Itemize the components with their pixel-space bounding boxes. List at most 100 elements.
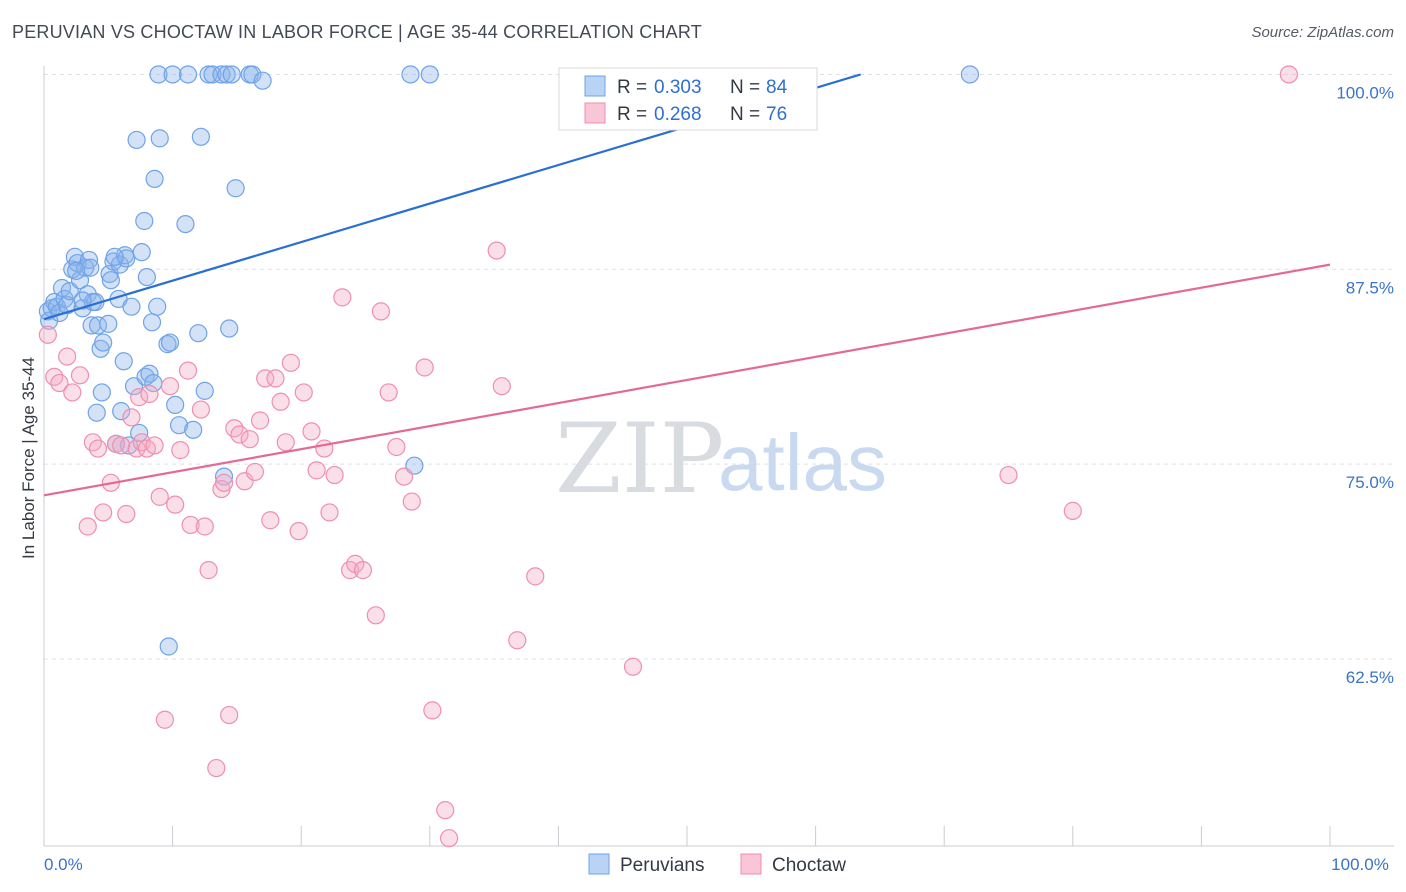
bottom-legend-swatch-choctaw: [740, 853, 762, 875]
source-label: Source: ZipAtlas.com: [1251, 24, 1394, 41]
choctaw-point-59: [371, 302, 391, 321]
peruvians-point-39: [122, 297, 141, 316]
choctaw-point-31: [207, 758, 226, 778]
bottom-legend-label-choctaw: Choctaw: [772, 855, 846, 876]
peruvians-point-55: [160, 333, 180, 352]
peruvians-point-27: [99, 314, 118, 333]
series-peruvians: [38, 65, 980, 656]
choctaw-point-20: [145, 436, 164, 455]
peruvians-point-35: [114, 352, 133, 371]
choctaw-point-28: [191, 400, 210, 419]
choctaw-point-67: [439, 829, 459, 848]
choctaw-point-6: [78, 517, 97, 536]
grid-lines: [44, 73, 1394, 660]
choctaw-point-71: [526, 567, 545, 586]
y-axis-label: In Labor Force | Age 35-44: [19, 357, 38, 559]
peruvians-point-51: [148, 297, 167, 316]
peruvians-point-46: [137, 267, 156, 287]
choctaw-point-74: [1063, 501, 1082, 520]
peruvians-point-59: [176, 214, 195, 234]
peruvians-point-57: [166, 395, 185, 415]
choctaw-point-29: [195, 517, 214, 536]
choctaw-point-9: [94, 503, 113, 522]
choctaw-point-19: [140, 384, 159, 404]
peruvians-point-58: [169, 416, 189, 435]
choctaw-point-63: [402, 492, 421, 511]
peruvians-point-70: [220, 319, 239, 338]
peruvians-point-63: [191, 127, 210, 146]
peruvians-point-37: [117, 249, 136, 268]
choctaw-point-24: [166, 495, 185, 514]
choctaw-point-3: [58, 347, 77, 366]
choctaw-point-47: [289, 522, 308, 541]
watermark-atlas: atlas: [718, 418, 887, 507]
choctaw-trend-line: [43, 263, 1331, 497]
choctaw-point-4: [63, 383, 82, 402]
peruvians-point-44: [135, 211, 154, 231]
bottom-legend-label-peruvians: Peruvians: [620, 855, 705, 876]
peruvians-point-67: [212, 65, 231, 84]
peruvians-point-43: [132, 243, 151, 262]
choctaw-point-30: [199, 561, 218, 580]
legend-n-value-choctaw: 76: [766, 104, 787, 125]
x-tick-label-0: 0.0%: [44, 855, 83, 874]
choctaw-point-65: [423, 701, 442, 720]
choctaw-point-72: [623, 657, 643, 676]
peruvians-point-17: [79, 250, 99, 270]
legend-r-label-choctaw: R =: [617, 104, 647, 125]
choctaw-point-12: [112, 436, 131, 455]
peruvians-point-64: [195, 381, 214, 400]
choctaw-point-13: [117, 504, 136, 524]
y-tick-label-1: 87.5%: [1346, 278, 1394, 297]
top-legend: R = 0.303 N = 84 R = 0.268 N = 76: [558, 67, 818, 131]
choctaw-point-45: [276, 433, 295, 452]
peruvians-point-47: [140, 364, 159, 383]
choctaw-point-52: [320, 503, 339, 522]
choctaw-point-34: [220, 705, 239, 725]
peruvians-point-83: [67, 261, 86, 280]
choctaw-point-39: [245, 462, 265, 482]
peruvians-point-50: [145, 169, 164, 188]
choctaw-point-75: [1279, 65, 1298, 84]
peruvians-point-26: [94, 333, 113, 352]
y-tick-labels: 100.0% 87.5% 75.0% 62.5%: [1336, 83, 1394, 686]
peruvians-point-34: [112, 402, 131, 421]
watermark-zip: ZIP: [555, 403, 724, 515]
choctaw-point-69: [492, 377, 511, 396]
peruvians-point-62: [189, 324, 208, 343]
choctaw-point-40: [250, 411, 270, 430]
choctaw-point-54: [333, 288, 352, 307]
choctaw-point-62: [394, 467, 414, 486]
peruvians-point-80: [159, 637, 178, 656]
choctaw-point-46: [281, 353, 301, 372]
legend-n-label-peruvians: N =: [730, 77, 760, 98]
x-tick-label-1: 100.0%: [1331, 855, 1389, 874]
choctaw-point-41: [256, 369, 275, 388]
choctaw-point-53: [325, 465, 344, 485]
choctaw-point-70: [508, 631, 527, 650]
choctaw-point-50: [307, 461, 326, 480]
peruvians-point-25: [92, 383, 111, 402]
choctaw-point-36: [230, 425, 249, 444]
choctaw-point-48: [294, 383, 313, 402]
peruvians-point-81: [105, 247, 124, 266]
peruvians-point-72: [226, 179, 245, 198]
y-tick-label-0: 100.0%: [1336, 83, 1394, 102]
peruvians-point-69: [217, 65, 236, 84]
choctaw-point-25: [171, 441, 190, 460]
peruvians-point-29: [101, 271, 120, 290]
choctaw-point-5: [70, 366, 90, 385]
choctaw-point-26: [178, 361, 198, 380]
legend-swatch-choctaw: [584, 102, 606, 124]
choctaw-point-49: [302, 422, 321, 441]
peruvians-point-76: [401, 65, 420, 84]
peruvians-point-61: [184, 420, 203, 439]
choctaw-point-60: [379, 383, 398, 402]
peruvians-point-56: [163, 65, 182, 84]
legend-swatch-peruvians: [584, 75, 606, 97]
legend-r-value-peruvians: 0.303: [654, 77, 702, 98]
choctaw-point-8: [88, 439, 108, 458]
x-tick-labels: 0.0% 100.0%: [44, 855, 1389, 874]
y-tick-label-2: 75.0%: [1346, 473, 1394, 492]
